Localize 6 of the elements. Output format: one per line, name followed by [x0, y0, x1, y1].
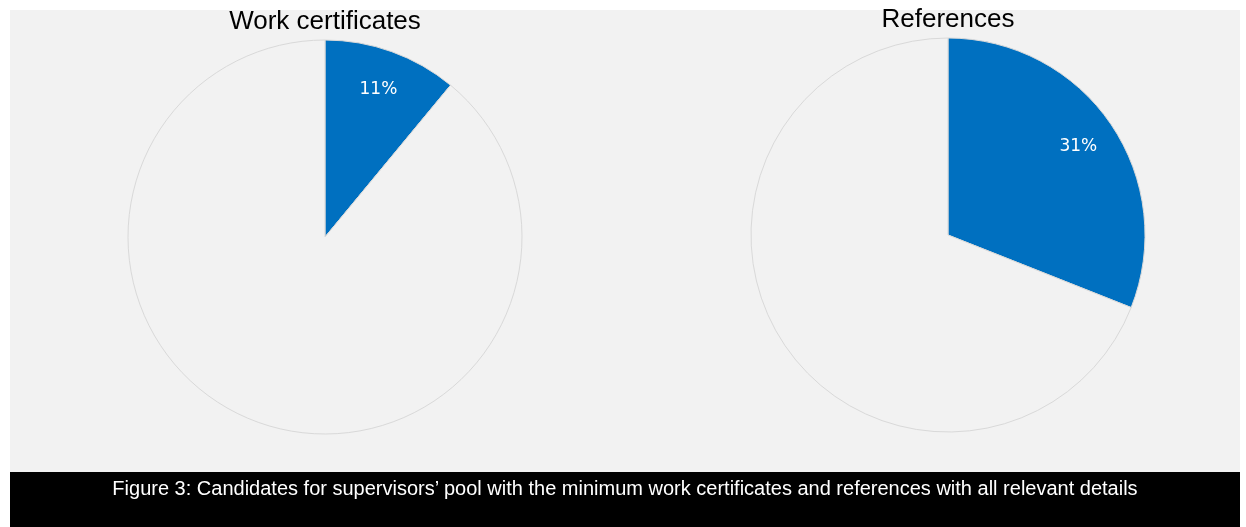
caption: Figure 3: Candidates for supervisors’ pool with the minimum work certificates and references with all relevant details	[10, 472, 1240, 527]
chart-title: References	[881, 3, 1015, 33]
data-label: 11%	[359, 77, 398, 98]
chart-title: Work certificates	[229, 5, 421, 35]
data-label: 31%	[1059, 135, 1098, 156]
pie-slice	[127, 39, 523, 435]
